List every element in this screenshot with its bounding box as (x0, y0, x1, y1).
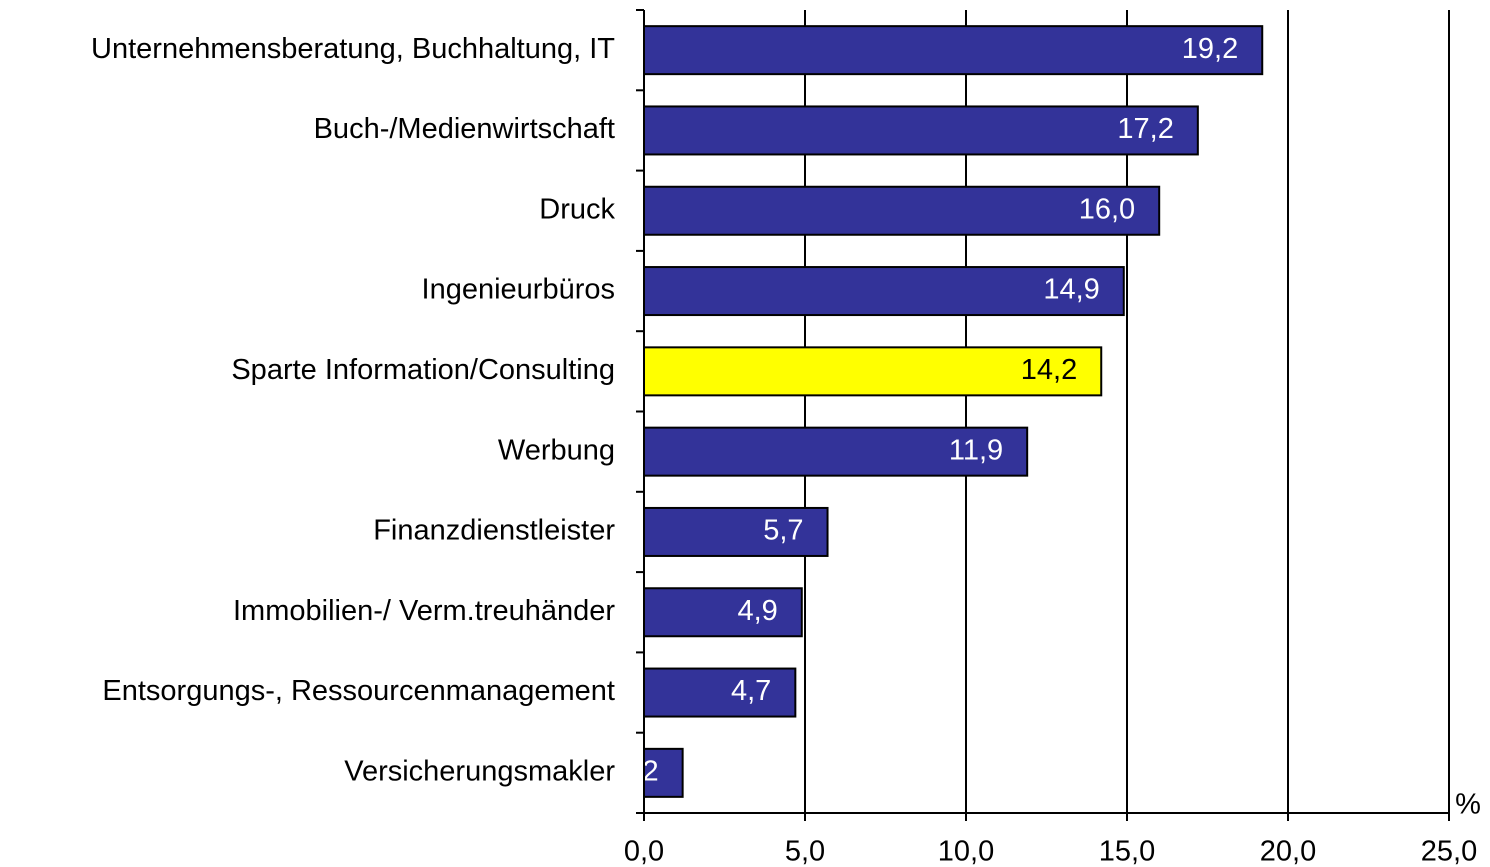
bar (643, 506, 829, 557)
y-tick-label: Buch-/Medienwirtschaft (314, 113, 615, 145)
value-label: 14,9 (1043, 274, 1099, 306)
value-label: 14,2 (1021, 354, 1077, 386)
y-tick-label: Finanzdienstleister (373, 515, 615, 547)
y-tick-label: Sparte Information/Consulting (231, 354, 615, 386)
x-tick-label: 10,0 (938, 836, 994, 867)
y-tick-label: Werbung (498, 434, 615, 466)
x-tick-label: 20,0 (1260, 836, 1316, 867)
y-tick-label: Immobilien-/ Verm.treuhänder (233, 595, 615, 627)
bar (643, 185, 1161, 236)
value-label: 4,9 (737, 595, 777, 627)
y-tick-label: Unternehmensberatung, Buchhaltung, IT (91, 33, 615, 65)
value-label: 11,9 (949, 434, 1003, 466)
y-tick-label: Druck (539, 193, 615, 225)
x-tick-label: 25,0 (1421, 836, 1477, 867)
bar (643, 25, 1264, 76)
bar (643, 587, 803, 638)
value-label: 1,2 (618, 756, 658, 788)
x-tick-label: 15,0 (1099, 836, 1155, 867)
value-label: 16,0 (1079, 193, 1135, 225)
bar (643, 105, 1199, 156)
value-label: 4,7 (731, 675, 771, 707)
bar (643, 346, 1103, 397)
y-tick-label: Versicherungsmakler (344, 756, 615, 788)
y-tick-label: Ingenieurbüros (422, 274, 615, 306)
bar (643, 667, 797, 718)
bar (643, 266, 1125, 317)
y-tick-label: Entsorgungs-, Ressourcenmanagement (102, 675, 615, 707)
bar (643, 426, 1029, 477)
value-label: 5,7 (763, 515, 803, 547)
x-axis-label: % (1455, 789, 1481, 821)
x-tick-label: 5,0 (785, 836, 825, 867)
x-tick-label: 0,0 (624, 836, 664, 867)
value-label: 19,2 (1182, 33, 1238, 65)
value-label: 17,2 (1117, 113, 1173, 145)
